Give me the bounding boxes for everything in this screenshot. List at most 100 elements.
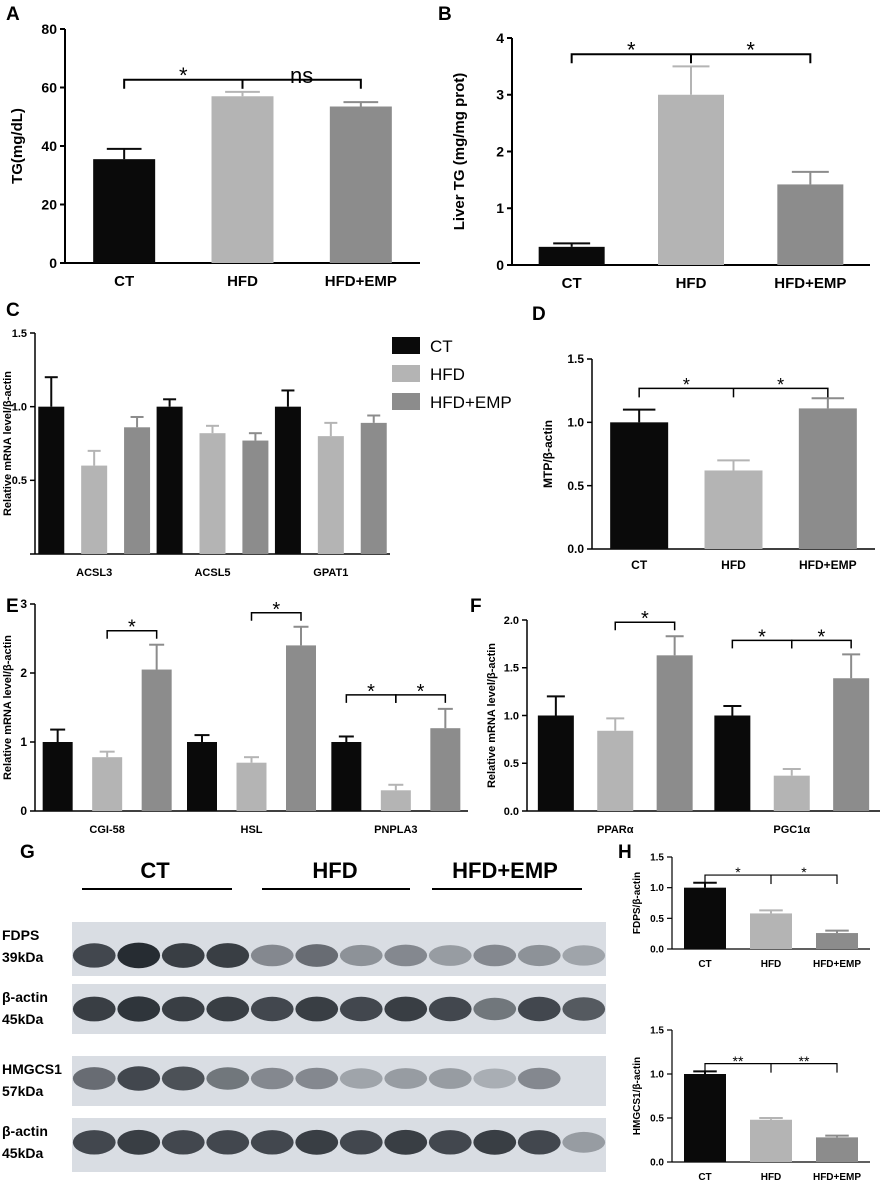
blot-band: [428, 1130, 472, 1155]
y-tick-label: 0.0: [650, 945, 664, 956]
x-tick-label: HFD: [227, 273, 258, 290]
blot-band: [161, 943, 205, 968]
blot-row-size-actin-2: 45kDa: [2, 1145, 43, 1161]
x-tick-label: PPARα: [597, 824, 634, 836]
blot-band: [250, 996, 294, 1022]
blot-band: [473, 997, 517, 1021]
bar: [658, 94, 724, 265]
chart-h-fdps: 0.0 0.5 1.0 1.5 FDPS/β-actin CT HFD HFD+EMP * *: [632, 853, 870, 970]
blot-band: [250, 1130, 294, 1155]
y-tick-label: 4: [496, 30, 504, 46]
western-blot: CT HFD HFD+EMP FDPS 39kDa β-actin 45kDa …: [2, 858, 606, 1172]
y-tick-label: 0: [20, 804, 27, 818]
blot-band: [384, 1129, 428, 1155]
blot-row-label-fdps: FDPS: [2, 927, 39, 943]
blot-band: [562, 945, 606, 966]
bar: [329, 106, 392, 263]
legend: CT HFD HFD+EMP: [392, 337, 512, 412]
blot-band: [117, 1129, 161, 1155]
bar: [124, 427, 151, 554]
legend-swatch-hfd-emp: [392, 393, 420, 410]
bar: [684, 1074, 726, 1162]
bar: [816, 1137, 858, 1162]
bar: [92, 757, 123, 811]
y-tick-label: 0.5: [12, 475, 27, 487]
y-tick-label: 0: [49, 255, 57, 271]
bar: [286, 645, 316, 811]
bar: [816, 933, 858, 949]
blot-group-ct: CT: [140, 858, 170, 883]
y-tick-label: 0: [496, 257, 504, 273]
legend-label-hfd-emp: HFD+EMP: [430, 393, 512, 412]
chart-d: 0.0 0.5 1.0 1.5 MTP/β-actin CT HFD HFD+EMP * *: [541, 352, 875, 572]
chart-f: 0.0 0.5 1.0 1.5 2.0 Relative mRNA level/β-act…: [486, 608, 880, 836]
x-tick-label: HFD+EMP: [813, 1172, 861, 1183]
y-tick-label: 2.0: [504, 615, 519, 627]
bar: [538, 246, 605, 265]
significance-bracket: [250, 612, 302, 621]
x-tick-label: CT: [114, 273, 134, 290]
x-tick-label: CT: [631, 558, 648, 572]
y-tick-label: 1: [20, 735, 27, 749]
y-tick-label: 0.5: [650, 914, 664, 925]
significance-bracket: [614, 621, 676, 631]
y-axis-label: MTP/β-actin: [541, 420, 555, 488]
bar: [81, 465, 108, 554]
y-tick-label: 1.5: [567, 352, 584, 366]
blot-strip: [72, 922, 606, 976]
bar: [714, 715, 751, 811]
x-tick-label: PGC1α: [773, 824, 810, 836]
x-tick-label: HFD+EMP: [774, 275, 846, 292]
bar: [773, 775, 810, 811]
blot-band: [428, 996, 472, 1022]
significance-label: *: [818, 626, 826, 648]
y-tick-label: 20: [41, 196, 57, 212]
significance-bracket: [395, 694, 447, 703]
blot-strip: [72, 1118, 606, 1172]
blot-band: [295, 996, 339, 1022]
blot-band: [384, 996, 428, 1022]
bar: [610, 422, 669, 549]
bar: [777, 184, 844, 265]
blot-band: [72, 996, 116, 1022]
bar: [141, 669, 172, 811]
bar: [236, 762, 267, 811]
significance-label: **: [733, 1053, 744, 1069]
significance-bracket: [791, 639, 852, 649]
blot-band: [517, 996, 561, 1022]
significance-label: **: [799, 1053, 810, 1069]
x-tick-label: HFD: [721, 558, 746, 572]
y-tick-label: 0.5: [650, 1114, 664, 1125]
panel-label-d: D: [532, 304, 546, 325]
bar: [211, 96, 274, 264]
blot-band: [295, 944, 339, 967]
blot-row-size-hmgcs1: 57kDa: [2, 1083, 43, 1099]
chart-b: 0 1 2 3 4 Liver TG (mg/mg prot) CT HFD HFD+EMP * *: [451, 30, 870, 292]
y-tick-label: 1.0: [504, 710, 519, 722]
blot-band: [339, 944, 383, 967]
bar: [380, 790, 411, 811]
blot-band: [517, 944, 561, 967]
blot-group-hfd: HFD: [312, 858, 357, 883]
y-tick-label: 2: [496, 143, 504, 159]
bar: [684, 887, 726, 949]
legend-swatch-hfd: [392, 365, 420, 382]
blot-strip: [72, 1056, 606, 1106]
panel-label-h: H: [618, 842, 632, 863]
bar: [331, 742, 362, 811]
blot-band: [562, 997, 606, 1021]
bar: [187, 742, 217, 811]
x-tick-label: HFD+EMP: [813, 959, 861, 970]
y-tick-label: 1.0: [650, 883, 664, 894]
blot-band: [473, 1129, 517, 1155]
x-tick-label: HFD+EMP: [799, 558, 857, 572]
x-tick-label: CT: [698, 1172, 711, 1183]
significance-label: *: [128, 617, 136, 639]
blot-band: [295, 1129, 339, 1155]
panel-label-a: A: [6, 4, 20, 25]
bar: [42, 742, 73, 811]
blot-strips: [72, 922, 606, 1172]
bar: [156, 406, 183, 554]
panel-label-e: E: [6, 596, 19, 617]
